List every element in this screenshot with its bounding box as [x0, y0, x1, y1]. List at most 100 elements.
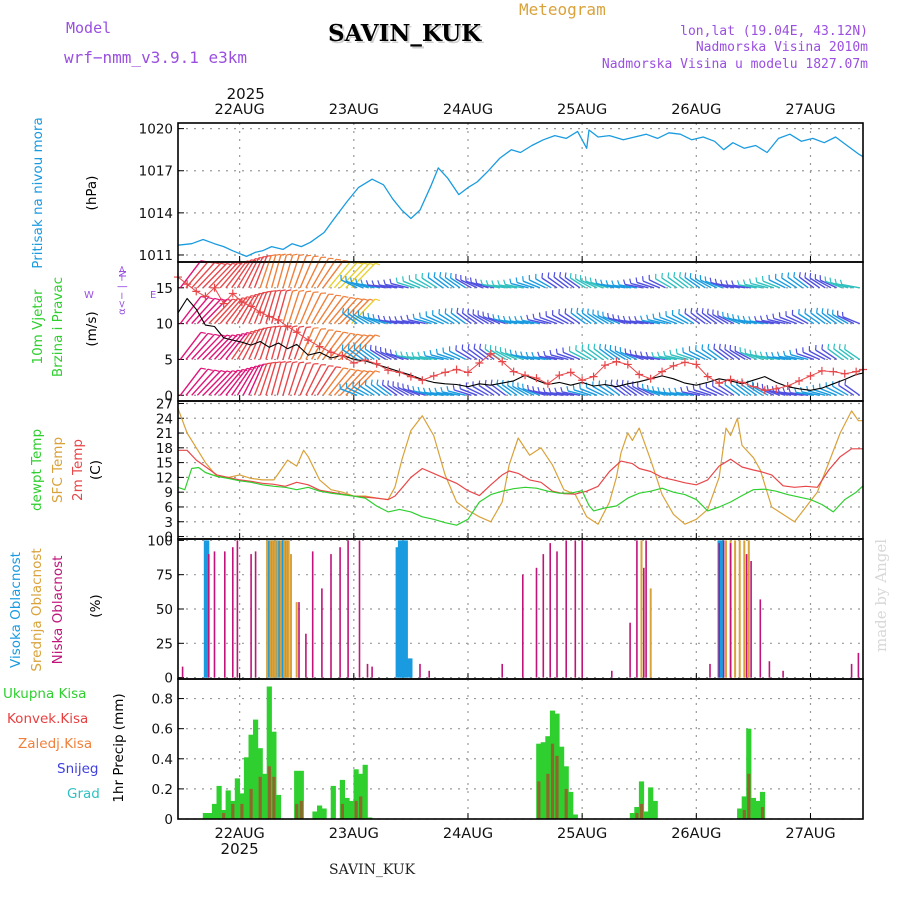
wind-barb-flag	[537, 387, 540, 393]
wind-barb-flag	[429, 349, 432, 356]
wind-barb-flag	[684, 308, 687, 314]
wind-barb-flag	[292, 325, 298, 328]
wind-barb-flag	[374, 370, 381, 373]
wind-barb-flag	[383, 315, 386, 321]
wind-barb-flag	[804, 308, 807, 314]
wind-barb-flag	[662, 387, 666, 393]
wind-barb	[288, 291, 300, 324]
wind-barb	[664, 355, 683, 361]
wind-gust-marker	[361, 356, 370, 365]
wind-barb	[712, 313, 729, 325]
low-cloud-bar	[213, 551, 216, 678]
wind-barb	[483, 315, 501, 325]
wind-barb-flag	[220, 262, 226, 266]
wind-barb	[527, 356, 546, 361]
wind-barb-flag	[363, 334, 369, 337]
low-cloud-bar	[718, 543, 720, 678]
wind-barb-flag	[795, 348, 798, 354]
wind-barb	[191, 297, 216, 325]
wind-barb	[580, 279, 598, 289]
wind-barb-flag	[827, 343, 830, 349]
wind-barb	[493, 284, 512, 289]
wind-barb	[282, 255, 294, 288]
wind-barb	[196, 334, 222, 360]
precip-ytick-label: 0.2	[152, 782, 173, 798]
wind-barb	[310, 257, 330, 289]
wind-gust-marker	[452, 365, 461, 374]
wind-barb	[342, 312, 358, 325]
wind-barb-flag	[833, 343, 836, 349]
wind-barb	[609, 349, 626, 360]
wind-barb	[713, 348, 729, 360]
wind-barb-flag	[553, 272, 556, 278]
mid-cloud-bar	[279, 540, 282, 678]
wind-barb	[684, 276, 701, 289]
mid-cloud-bar	[290, 554, 292, 678]
high-cloud-bar	[395, 547, 399, 678]
total-precip-bar	[330, 785, 336, 819]
wind-barb-flag	[646, 314, 649, 320]
wind-gust-marker	[418, 376, 427, 385]
wind-barb	[466, 386, 484, 396]
wind-barb-flag	[713, 343, 716, 349]
high-cloud-bar	[206, 540, 210, 678]
wind-barb-flag	[646, 384, 649, 391]
wind-barb-flag	[381, 379, 384, 385]
wind-barb	[539, 316, 558, 325]
wind-barb	[700, 279, 718, 289]
wind-barb-flag	[724, 344, 727, 350]
station-lonlat: lon,lat (19.04E, 43.12N)	[680, 24, 868, 39]
wind-barb-flag	[207, 368, 213, 371]
wind-barb	[564, 276, 581, 289]
precip-frame	[177, 678, 864, 820]
wind-barb	[316, 259, 337, 289]
footer-station: SAVIN_KUK	[329, 862, 416, 878]
wind-barb	[259, 362, 272, 396]
wind-barb-flag	[467, 343, 470, 349]
wind-barb	[804, 276, 821, 289]
wind-barb	[556, 391, 575, 396]
wind-barb	[579, 388, 598, 396]
wind-barb	[597, 314, 615, 325]
wind-barb-flag	[343, 367, 349, 370]
wind-barb	[333, 333, 358, 360]
wind-barb-flag	[690, 307, 693, 313]
low-cloud-bar	[181, 666, 184, 678]
wind-barb-flag	[376, 379, 379, 385]
wind-barb	[402, 319, 421, 325]
wind-barb-flag	[626, 380, 629, 386]
wind-barb	[439, 276, 455, 289]
wind-barb	[225, 367, 248, 396]
wind-gust-marker	[210, 283, 219, 292]
wind-barb	[576, 312, 592, 325]
precip-ytick-label: 0	[164, 812, 173, 828]
total-precip-bar	[312, 811, 318, 819]
wind-barb	[225, 296, 248, 325]
high-cloud-bar	[283, 540, 287, 678]
wind-barb	[570, 277, 586, 289]
wind-barb	[213, 369, 239, 396]
total-precip-bar	[638, 781, 645, 819]
total-precip-bar	[353, 769, 359, 819]
total-precip-bar	[211, 803, 218, 819]
wind-barb	[544, 355, 563, 361]
wind-barb-flag	[532, 313, 535, 319]
wind-barb	[333, 369, 358, 396]
wind-barb-flag	[364, 344, 367, 350]
wind-barb	[655, 278, 672, 289]
wind-barb-flag	[299, 325, 305, 328]
wind-barb-flag	[207, 297, 213, 300]
cloud-panel: 0 25 50 75 100	[147, 533, 864, 687]
wind-barb	[352, 313, 370, 325]
wind-barb	[792, 314, 809, 325]
wind-barb	[340, 388, 358, 396]
mid-cloud-bar	[266, 540, 269, 678]
wind-barb-flag	[657, 351, 660, 357]
wind-barb	[762, 280, 780, 289]
wind-barb-flag	[335, 294, 342, 297]
wind-barb-flag	[629, 349, 632, 355]
total-precip-bar	[248, 734, 254, 819]
wind-barb-flag	[651, 351, 654, 358]
wind-barb	[833, 348, 849, 360]
wind-barb	[299, 292, 315, 324]
